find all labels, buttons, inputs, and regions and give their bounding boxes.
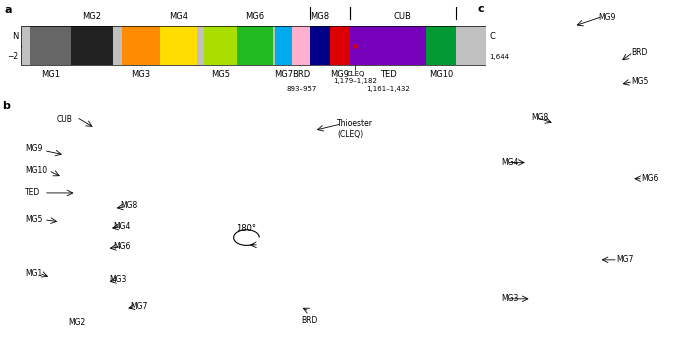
Text: MG1: MG1: [41, 70, 60, 79]
Text: MG1: MG1: [25, 269, 42, 278]
Text: N: N: [12, 32, 18, 41]
Bar: [349, 26, 426, 66]
Text: MG4: MG4: [169, 12, 188, 21]
Text: MG2: MG2: [82, 12, 101, 21]
Text: MG7: MG7: [616, 255, 634, 264]
Text: BRD: BRD: [632, 48, 648, 57]
Text: BRD: BRD: [301, 316, 318, 324]
Text: 1,644: 1,644: [489, 54, 509, 60]
Text: MG10: MG10: [429, 70, 453, 79]
Bar: [329, 26, 349, 66]
Text: 180°: 180°: [236, 224, 256, 233]
Text: b: b: [2, 101, 10, 112]
Text: CUB: CUB: [57, 115, 73, 124]
Text: TED: TED: [379, 70, 397, 79]
Bar: [29, 26, 71, 66]
Text: MG10: MG10: [25, 166, 47, 175]
Text: MG6: MG6: [114, 242, 131, 251]
Text: MG9: MG9: [25, 144, 42, 153]
Bar: [21, 26, 29, 66]
Text: MG3: MG3: [132, 70, 151, 79]
Text: MG8: MG8: [532, 113, 549, 122]
Bar: [113, 26, 121, 66]
Bar: [21, 26, 486, 66]
Text: MG2: MG2: [68, 318, 85, 327]
Text: 1,161–1,432: 1,161–1,432: [366, 86, 410, 92]
Text: Thioester
(CLEQ): Thioester (CLEQ): [337, 119, 373, 139]
Text: MG4: MG4: [501, 158, 519, 167]
Text: MG9: MG9: [330, 70, 349, 79]
Text: c: c: [478, 3, 484, 14]
Text: MG9: MG9: [599, 13, 616, 22]
Text: MG5: MG5: [25, 215, 42, 224]
Bar: [121, 26, 160, 66]
Text: a: a: [4, 5, 12, 15]
Bar: [310, 26, 329, 66]
Text: MG8: MG8: [310, 12, 329, 21]
Text: −2: −2: [7, 52, 18, 61]
Bar: [205, 26, 237, 66]
Bar: [160, 26, 197, 66]
Bar: [21, 26, 486, 66]
Text: CLEQ
1,179–1,182: CLEQ 1,179–1,182: [334, 71, 377, 84]
Bar: [237, 26, 273, 66]
Text: CUB: CUB: [393, 12, 411, 21]
Text: MG3: MG3: [501, 294, 519, 303]
Text: C: C: [489, 32, 495, 41]
Bar: [292, 26, 310, 66]
Text: BRD: BRD: [292, 70, 310, 79]
Text: MG5: MG5: [211, 70, 230, 79]
Bar: [275, 26, 292, 66]
Text: 893–957: 893–957: [286, 86, 316, 92]
Bar: [197, 26, 205, 66]
Text: MG6: MG6: [641, 174, 658, 183]
Bar: [273, 26, 275, 66]
Text: MG5: MG5: [632, 77, 649, 86]
Bar: [71, 26, 113, 66]
Text: MG4: MG4: [114, 222, 131, 231]
Text: MG3: MG3: [109, 275, 127, 285]
Text: MG7: MG7: [274, 70, 293, 79]
Bar: [456, 26, 486, 66]
Text: MG7: MG7: [130, 302, 147, 311]
Text: MG8: MG8: [121, 201, 138, 210]
Text: TED: TED: [25, 188, 40, 197]
Text: MG6: MG6: [245, 12, 264, 21]
Bar: [426, 26, 456, 66]
